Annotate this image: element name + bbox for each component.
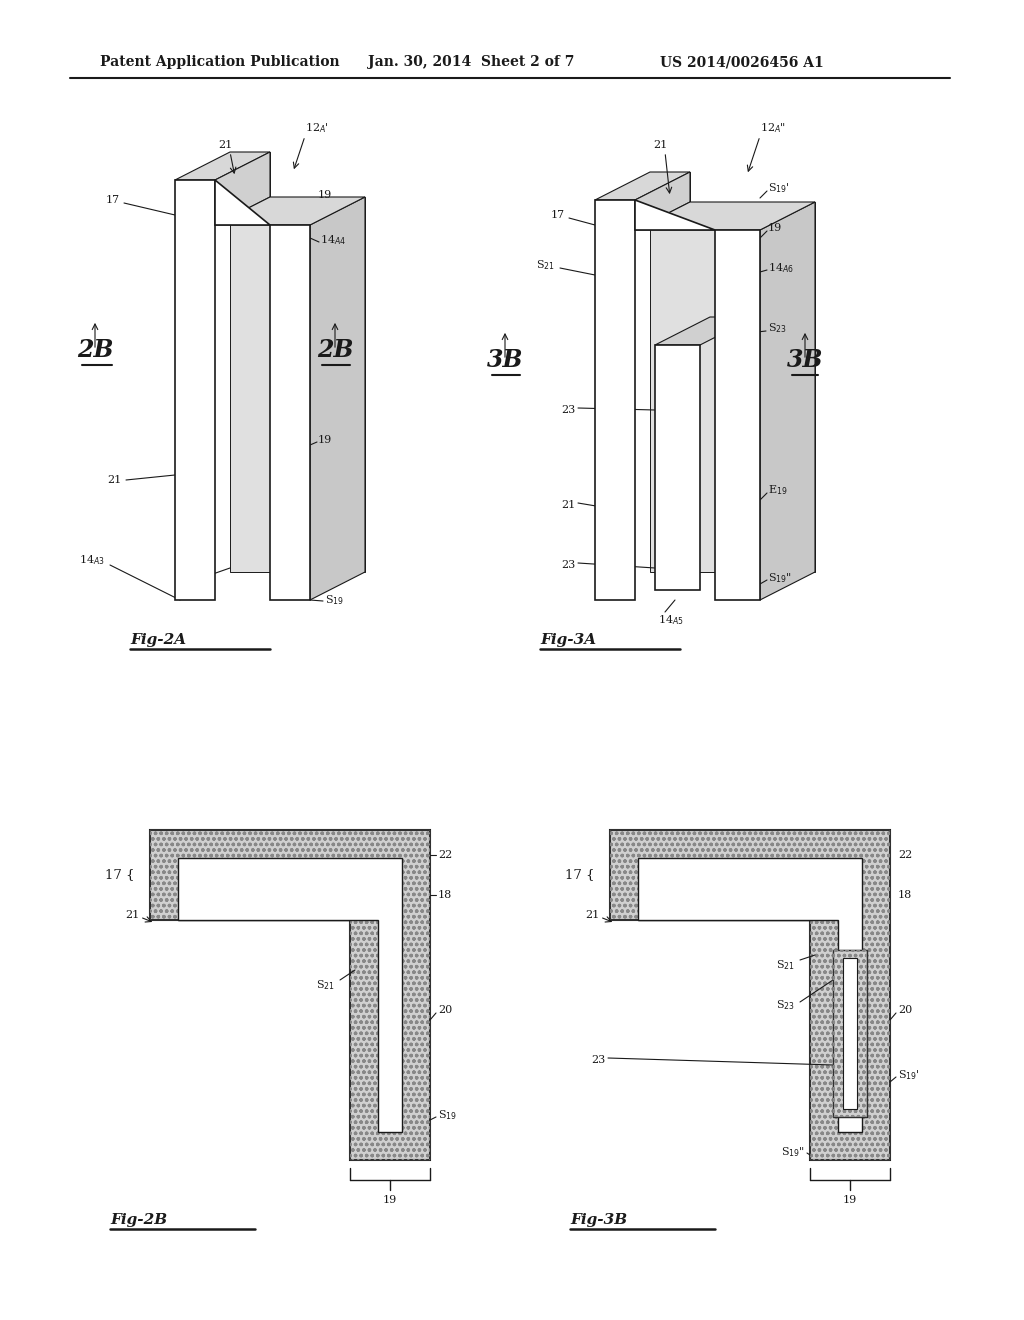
Text: US 2014/0026456 A1: US 2014/0026456 A1 — [660, 55, 823, 69]
Polygon shape — [595, 201, 635, 601]
Text: 12$_{A}$': 12$_{A}$' — [305, 121, 329, 135]
Text: S$_{19}$: S$_{19}$ — [325, 593, 344, 607]
Text: 21: 21 — [653, 140, 667, 150]
Text: 18: 18 — [898, 890, 912, 900]
Text: Jan. 30, 2014  Sheet 2 of 7: Jan. 30, 2014 Sheet 2 of 7 — [368, 55, 574, 69]
Text: 23: 23 — [561, 405, 575, 414]
Polygon shape — [638, 858, 862, 1133]
Text: 21: 21 — [126, 909, 140, 920]
Text: S$_{19}$': S$_{19}$' — [898, 1068, 920, 1082]
Polygon shape — [270, 224, 310, 601]
Polygon shape — [635, 201, 715, 230]
Text: E$_{19}$: E$_{19}$ — [768, 483, 787, 496]
Text: 12$_{A}$": 12$_{A}$" — [760, 121, 786, 135]
Polygon shape — [635, 202, 815, 230]
Text: Patent Application Publication: Patent Application Publication — [100, 55, 340, 69]
Text: 21: 21 — [218, 140, 232, 150]
Polygon shape — [635, 172, 690, 230]
Text: S$_{21}$: S$_{21}$ — [180, 576, 200, 589]
Text: Fig-2A: Fig-2A — [130, 634, 186, 647]
Text: S$_{21}$: S$_{21}$ — [537, 259, 555, 272]
Text: 20: 20 — [438, 1005, 453, 1015]
Polygon shape — [610, 830, 890, 1160]
Polygon shape — [310, 197, 365, 601]
Text: 17: 17 — [105, 195, 120, 205]
Text: Fig-2B: Fig-2B — [110, 1213, 167, 1228]
Polygon shape — [655, 317, 755, 345]
Text: S$_{19}$": S$_{19}$" — [781, 1144, 805, 1159]
Text: S$_{19}$: S$_{19}$ — [438, 1107, 457, 1122]
Text: S$_{19}$': S$_{19}$' — [768, 181, 790, 195]
Polygon shape — [650, 172, 815, 572]
Text: S$_{19}$": S$_{19}$" — [768, 572, 792, 585]
Text: S$_{23}$: S$_{23}$ — [768, 321, 786, 335]
Text: 14$_{A6}$: 14$_{A6}$ — [768, 261, 794, 275]
Polygon shape — [595, 172, 690, 201]
Text: S$_{23}$: S$_{23}$ — [776, 998, 795, 1012]
Text: 3B: 3B — [486, 348, 523, 372]
Polygon shape — [833, 950, 867, 1117]
Polygon shape — [175, 180, 215, 601]
Text: 20: 20 — [898, 1005, 912, 1015]
Text: Fig-3B: Fig-3B — [570, 1213, 627, 1228]
Polygon shape — [230, 152, 365, 572]
Polygon shape — [655, 345, 700, 590]
Text: 17 {: 17 { — [105, 869, 135, 882]
Text: 23: 23 — [561, 560, 575, 570]
Text: Fig-3A: Fig-3A — [540, 634, 596, 647]
Polygon shape — [175, 152, 270, 180]
Text: 14$_{A3}$: 14$_{A3}$ — [79, 553, 105, 566]
Text: 21: 21 — [586, 909, 600, 920]
Polygon shape — [843, 958, 857, 1109]
Text: 22: 22 — [438, 850, 453, 861]
Polygon shape — [215, 152, 270, 224]
Polygon shape — [150, 830, 430, 1160]
Text: 17: 17 — [551, 210, 565, 220]
Text: 14$_{A4}$: 14$_{A4}$ — [319, 234, 346, 247]
Text: 17 {: 17 { — [565, 869, 595, 882]
Text: 19: 19 — [318, 190, 332, 201]
Polygon shape — [215, 197, 365, 224]
Text: 3B: 3B — [786, 348, 823, 372]
Polygon shape — [715, 230, 760, 601]
Text: 19: 19 — [383, 1195, 397, 1205]
Text: 19: 19 — [768, 223, 782, 234]
Polygon shape — [760, 202, 815, 601]
Text: S$_{21}$: S$_{21}$ — [776, 958, 795, 972]
Text: 23: 23 — [591, 1055, 605, 1065]
Text: 21: 21 — [108, 475, 122, 484]
Polygon shape — [178, 858, 402, 1133]
Text: 2B: 2B — [316, 338, 353, 362]
Text: 22: 22 — [898, 850, 912, 861]
Text: 19: 19 — [843, 1195, 857, 1205]
Text: 2B: 2B — [77, 338, 114, 362]
Text: S$_{21}$: S$_{21}$ — [316, 978, 335, 991]
Text: 21: 21 — [561, 500, 575, 510]
Polygon shape — [215, 180, 270, 224]
Text: 19: 19 — [318, 436, 332, 445]
Text: 14$_{A5}$: 14$_{A5}$ — [658, 612, 684, 627]
Text: 18: 18 — [438, 890, 453, 900]
